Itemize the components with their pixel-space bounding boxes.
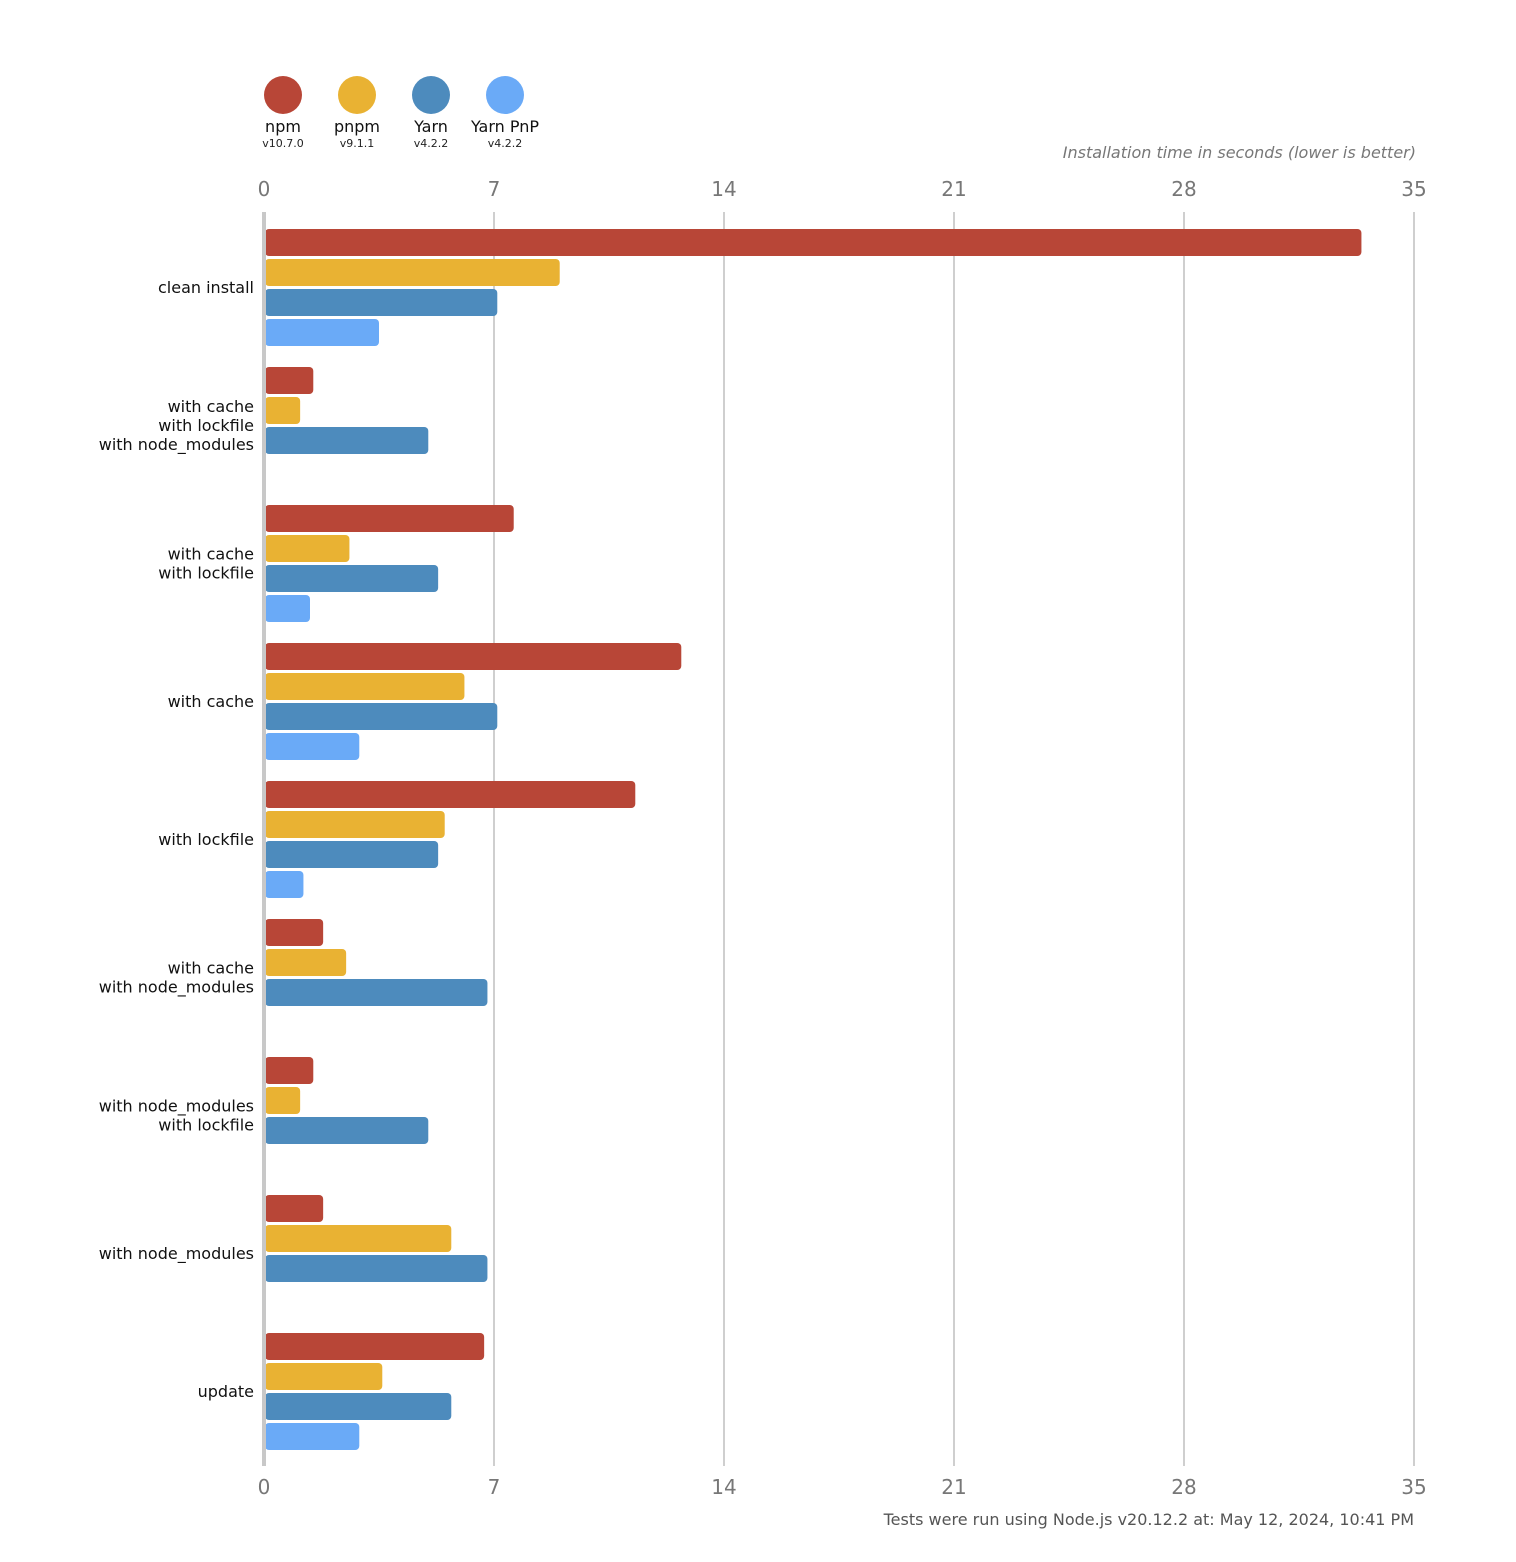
legend-item-yarn-pnp: Yarn PnP v4.2.2 (468, 76, 542, 151)
bar-yarn (265, 1255, 488, 1282)
bar-pnpm (265, 811, 445, 838)
bar-yarn (265, 703, 498, 730)
legend-version: v9.1.1 (339, 137, 375, 150)
legend-item-pnpm: pnpm v9.1.1 (320, 76, 394, 151)
legend-label: npm (265, 117, 301, 136)
x-tick-label-bottom: 21 (941, 1475, 966, 1499)
category-label: with node_modules (99, 1097, 254, 1117)
bar-npm (265, 367, 314, 394)
legend-swatch-pnpm (338, 76, 376, 114)
bar-yarn (265, 841, 439, 868)
bar-npm (265, 919, 324, 946)
category-label: with lockfile (158, 1116, 254, 1135)
bar-pnpm (265, 1087, 301, 1114)
category-label: with cache (168, 545, 254, 564)
category-label: with node_modules (99, 978, 254, 998)
axis-title: Installation time in seconds (lower is b… (1062, 143, 1416, 162)
category-label: with lockfile (158, 830, 254, 849)
x-tick-label-top: 14 (711, 177, 736, 201)
bar-npm (265, 781, 636, 808)
category-label: with node_modules (99, 1244, 254, 1264)
category-label: with node_modules (99, 435, 254, 455)
bar-pnpm (265, 259, 560, 286)
x-tick-label-top: 21 (941, 177, 966, 201)
bar-pnpm (265, 397, 301, 424)
x-tick-label-top: 35 (1401, 177, 1426, 201)
bar-pnpm (265, 1225, 452, 1252)
footnote: Tests were run using Node.js v20.12.2 at… (883, 1510, 1414, 1529)
x-tick-label-bottom: 7 (488, 1475, 501, 1499)
legend: npm v10.7.0 pnpm v9.1.1 Yarn v4.2.2 Yarn… (246, 76, 542, 151)
bar-yarn (265, 1117, 429, 1144)
bar-yarn (265, 289, 498, 316)
legend-version: v4.2.2 (413, 137, 449, 150)
bar-yarn (265, 979, 488, 1006)
category-label: with lockfile (158, 416, 254, 435)
bar-yarn-pnp (265, 871, 304, 898)
bar-yarn (265, 427, 429, 454)
x-tick-label-top: 7 (488, 177, 501, 201)
legend-swatch-npm (264, 76, 302, 114)
legend-label: Yarn (414, 117, 448, 136)
category-label: with cache (168, 397, 254, 416)
category-label: with cache (168, 692, 254, 711)
bar-npm (265, 229, 1362, 256)
bar-yarn (265, 565, 439, 592)
legend-swatch-yarn (412, 76, 450, 114)
bar-pnpm (265, 1363, 383, 1390)
bar-npm (265, 1057, 314, 1084)
x-tick-label-bottom: 28 (1171, 1475, 1196, 1499)
legend-version: v4.2.2 (487, 137, 523, 150)
legend-item-npm: npm v10.7.0 (246, 76, 320, 151)
bar-yarn-pnp (265, 1423, 360, 1450)
bar-npm (265, 505, 514, 532)
bar-pnpm (265, 673, 465, 700)
legend-label: pnpm (333, 117, 381, 136)
bar-pnpm (265, 949, 347, 976)
bar-yarn (265, 1393, 452, 1420)
legend-label: Yarn PnP (470, 117, 540, 136)
category-label: with lockfile (158, 564, 254, 583)
bar-yarn-pnp (265, 595, 310, 622)
bar-npm (265, 1195, 324, 1222)
category-label: update (198, 1382, 254, 1401)
x-tick-label-bottom: 35 (1401, 1475, 1426, 1499)
bar-npm (265, 1333, 485, 1360)
legend-version: v10.7.0 (262, 137, 304, 150)
category-label: with cache (168, 959, 254, 978)
bar-yarn-pnp (265, 319, 379, 346)
x-tick-label-bottom: 0 (258, 1475, 271, 1499)
bar-pnpm (265, 535, 350, 562)
legend-item-yarn: Yarn v4.2.2 (394, 76, 468, 151)
bar-npm (265, 643, 682, 670)
bar-yarn-pnp (265, 733, 360, 760)
x-tick-label-bottom: 14 (711, 1475, 736, 1499)
category-label: clean install (158, 278, 254, 297)
legend-swatch-yarn-pnp (486, 76, 524, 114)
x-tick-label-top: 0 (258, 177, 271, 201)
x-tick-label-top: 28 (1171, 177, 1196, 201)
